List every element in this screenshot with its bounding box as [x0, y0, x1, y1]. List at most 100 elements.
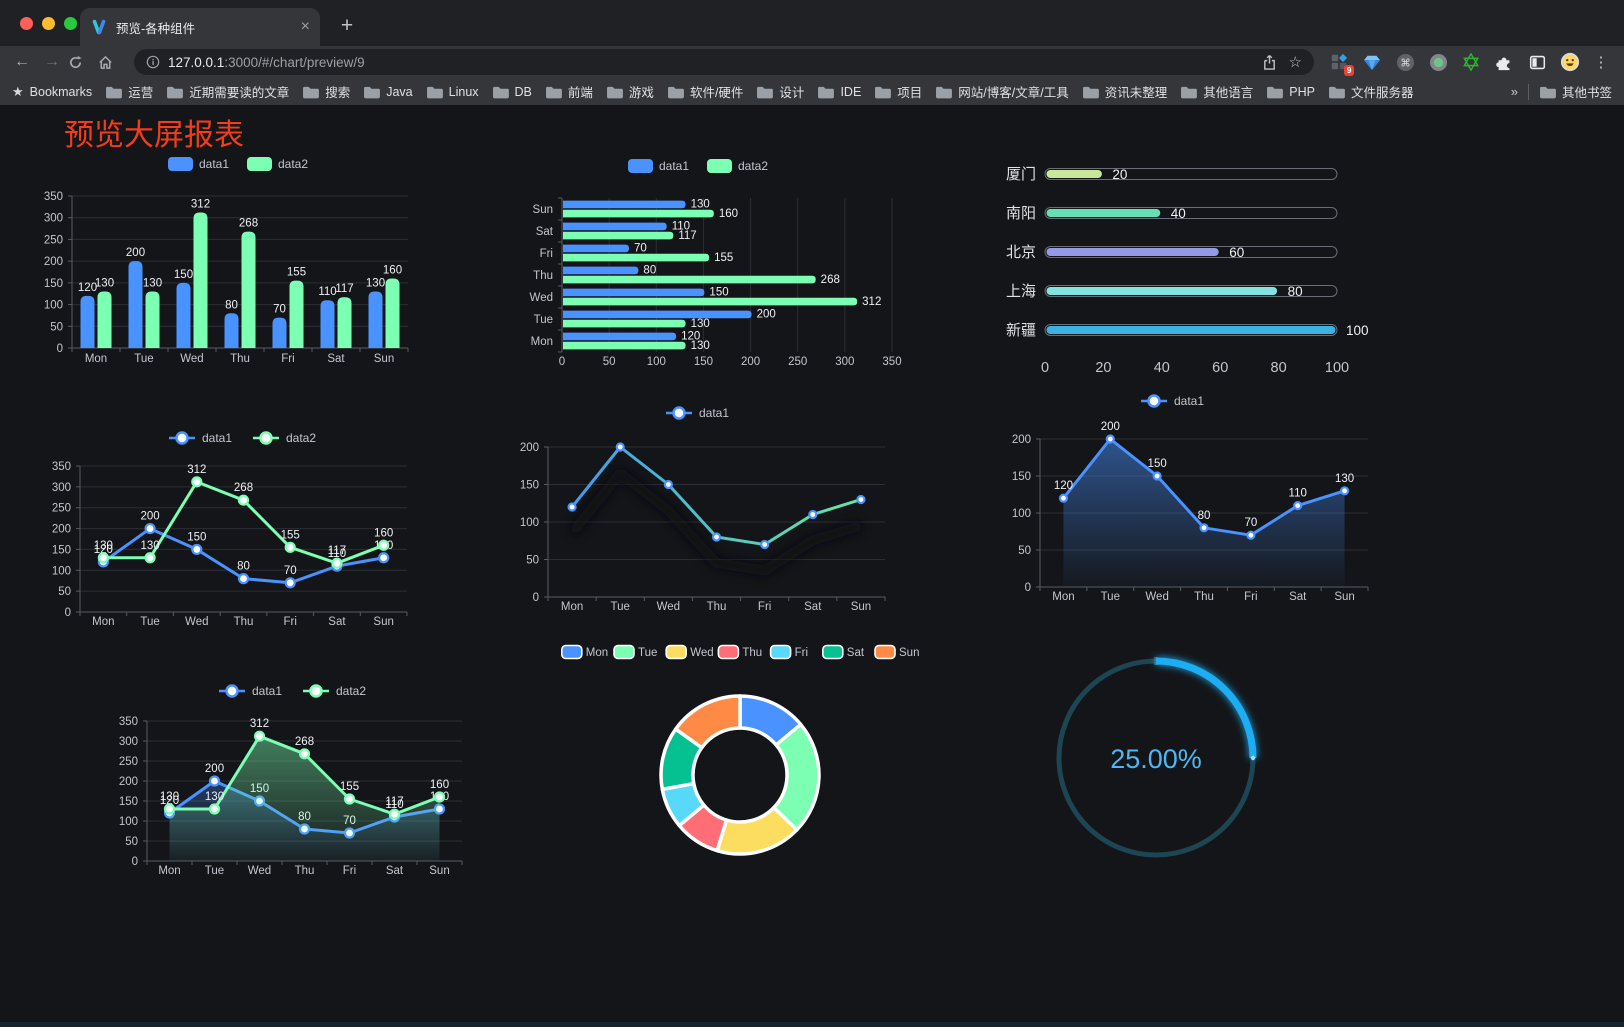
svg-text:300: 300 [52, 482, 71, 494]
svg-text:Mon: Mon [586, 647, 608, 659]
bookmark-folder-10[interactable]: IDE [817, 85, 861, 99]
browser-menu-icon[interactable]: ⋮ [1593, 54, 1609, 71]
extension-record-icon[interactable] [1427, 51, 1449, 73]
bookmark-folder-9[interactable]: 设计 [756, 82, 804, 101]
svg-text:Sun: Sun [1334, 591, 1354, 603]
legend-item-data1[interactable]: data1 [219, 684, 282, 698]
extension-star-icon[interactable] [1460, 51, 1482, 73]
svg-text:200: 200 [119, 776, 138, 788]
bookmark-folder-13[interactable]: 资讯未整理 [1082, 82, 1167, 101]
bookmark-folder-label: 近期需要读的文章 [189, 86, 290, 100]
browser-tab[interactable]: 预览-各种组件 × [80, 8, 320, 46]
svg-text:Tue: Tue [140, 616, 159, 628]
bookmark-folder-12[interactable]: 网站/博客/文章/工具 [935, 82, 1069, 101]
reload-button[interactable] [68, 55, 96, 70]
svg-text:50: 50 [125, 836, 138, 848]
legend-item-Sat[interactable]: Sat [821, 644, 865, 660]
tab-close-icon[interactable]: × [300, 18, 310, 35]
svg-text:Sat: Sat [536, 226, 554, 238]
svg-text:20: 20 [1112, 167, 1127, 182]
folder-icon [606, 86, 623, 98]
bookmark-folder-7[interactable]: 游戏 [606, 82, 654, 101]
svg-text:25.00%: 25.00% [1110, 744, 1202, 774]
split-view-button[interactable] [1526, 51, 1548, 73]
svg-text:南阳: 南阳 [1006, 205, 1036, 222]
bookmark-folder-3[interactable]: Java [363, 85, 413, 99]
folder-icon [1181, 86, 1198, 98]
legend-item-data1[interactable]: data1 [628, 159, 689, 173]
extension-command-icon[interactable]: ⌘ [1394, 51, 1416, 73]
back-button[interactable]: ← [14, 53, 30, 70]
svg-text:350: 350 [119, 716, 138, 728]
bookmarks-manager-item[interactable]: ★ Bookmarks [12, 84, 92, 100]
window-minimize-button[interactable] [42, 17, 55, 30]
bookmark-folder-5[interactable]: DB [492, 85, 532, 99]
bookmark-star-icon[interactable]: ☆ [1288, 54, 1302, 71]
svg-text:200: 200 [52, 524, 71, 536]
svg-text:data2: data2 [286, 431, 316, 445]
bookmark-folder-6[interactable]: 前端 [545, 82, 593, 101]
bookmark-folder-11[interactable]: 项目 [874, 82, 922, 101]
home-button[interactable] [98, 55, 126, 70]
svg-text:160: 160 [719, 208, 738, 220]
svg-text:Sat: Sat [1289, 591, 1307, 603]
svg-text:70: 70 [284, 565, 297, 577]
bookmark-folder-label: PHP [1289, 84, 1315, 99]
bookmarks-bar: ★ Bookmarks 运营 近期需要读的文章 搜索 Java Linux DB 前端 游戏 软… [0, 78, 1624, 105]
forward-button[interactable]: → [44, 53, 60, 70]
bookmark-folder-1[interactable]: 近期需要读的文章 [166, 82, 289, 101]
legend-item-data2[interactable]: data2 [247, 157, 308, 171]
bookmark-folder-0[interactable]: 运营 [105, 82, 153, 101]
share-icon[interactable] [1262, 54, 1277, 71]
other-bookmarks-label: 其他书签 [1561, 86, 1612, 100]
svg-text:130: 130 [366, 278, 385, 290]
folder-icon [757, 86, 774, 98]
new-tab-button[interactable]: + [340, 14, 354, 37]
svg-text:150: 150 [119, 796, 138, 808]
extension-gem-icon[interactable] [1361, 51, 1383, 73]
legend-item-data1[interactable]: data1 [169, 431, 232, 445]
chart-canvas-gauge: 25.00% [1056, 657, 1257, 858]
svg-text:110: 110 [328, 548, 346, 560]
bookmark-folder-14[interactable]: 其他语言 [1180, 82, 1253, 101]
legend-item-Wed[interactable]: Wed [665, 644, 714, 660]
legend-item-data2[interactable]: data2 [253, 431, 316, 445]
site-info-icon[interactable] [146, 55, 160, 69]
extension-grid-icon[interactable]: 9 [1328, 51, 1354, 76]
svg-text:北京: 北京 [1006, 244, 1036, 261]
emoji-extension-button[interactable] [1559, 51, 1581, 73]
legend-item-data2[interactable]: data2 [303, 684, 366, 698]
other-bookmarks-folder[interactable]: 其他书签 [1539, 82, 1612, 101]
legend-item-data2[interactable]: data2 [707, 159, 768, 173]
legend-item-Tue[interactable]: Tue [613, 644, 657, 660]
svg-text:0: 0 [57, 343, 63, 355]
legend-item-data1[interactable]: data1 [1141, 394, 1204, 408]
svg-text:40: 40 [1154, 360, 1170, 376]
svg-text:Wed: Wed [690, 647, 713, 659]
svg-text:100: 100 [647, 356, 666, 368]
window-close-button[interactable] [20, 17, 33, 30]
url-bar[interactable]: 127.0.0.1:3000/#/chart/preview/9 ☆ [134, 49, 1314, 75]
window-zoom-button[interactable] [64, 17, 77, 30]
bookmark-folder-8[interactable]: 软件/硬件 [667, 82, 743, 101]
bookmark-folder-2[interactable]: 搜索 [302, 82, 350, 101]
svg-text:130: 130 [143, 278, 162, 290]
legend-item-Sun[interactable]: Sun [874, 644, 919, 660]
svg-text:110: 110 [385, 799, 403, 811]
extensions-puzzle-button[interactable] [1493, 51, 1515, 73]
legend-item-Mon[interactable]: Mon [560, 644, 608, 660]
svg-text:150: 150 [520, 480, 539, 492]
svg-text:120: 120 [78, 282, 97, 294]
svg-text:110: 110 [318, 286, 336, 298]
tab-favicon [92, 19, 106, 35]
bookmark-folder-4[interactable]: Linux [426, 85, 479, 99]
legend-item-Thu[interactable]: Thu [717, 644, 762, 660]
bookmark-folder-16[interactable]: 文件服务器 [1328, 82, 1413, 101]
legend-item-data1[interactable]: data1 [666, 406, 729, 420]
pie-slice-Sun[interactable] [674, 694, 742, 750]
bookmarks-overflow-chevron[interactable]: » [1510, 84, 1518, 99]
svg-text:Fri: Fri [281, 353, 294, 365]
legend-item-Fri[interactable]: Fri [769, 644, 808, 660]
legend-item-data1[interactable]: data1 [168, 157, 229, 171]
bookmark-folder-15[interactable]: PHP [1266, 85, 1315, 99]
